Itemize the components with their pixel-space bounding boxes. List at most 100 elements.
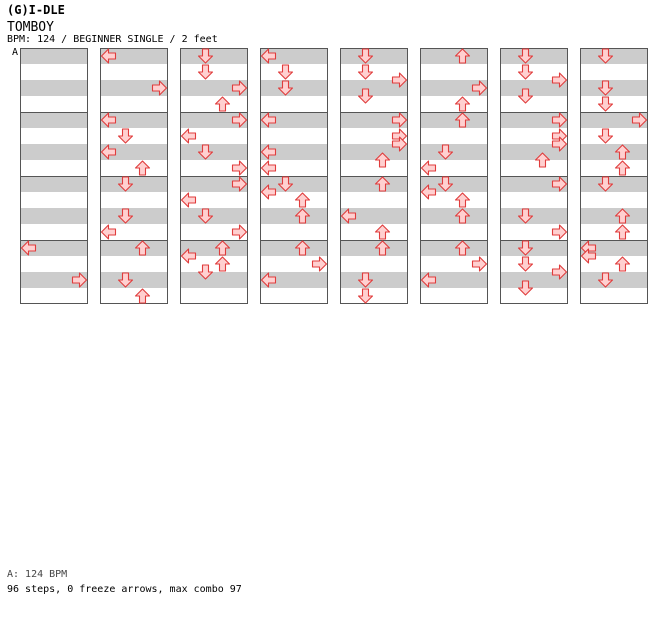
beat-stripe bbox=[180, 80, 248, 96]
step-arrow-up bbox=[374, 152, 391, 168]
step-arrow-up bbox=[214, 240, 231, 256]
artist-name: (G)I-DLE bbox=[7, 3, 65, 17]
beat-stripe bbox=[500, 272, 568, 288]
step-arrow-right bbox=[551, 112, 568, 128]
beat-stripe bbox=[180, 176, 248, 192]
step-arrow-up bbox=[614, 208, 631, 224]
beat-stripe bbox=[180, 144, 248, 160]
step-arrow-up bbox=[614, 144, 631, 160]
step-arrow-down bbox=[357, 272, 374, 288]
step-arrow-left bbox=[20, 240, 37, 256]
chart-info: BPM: 124 / BEGINNER SINGLE / 2 feet bbox=[7, 34, 218, 45]
beat-stripe bbox=[20, 208, 88, 224]
beat-stripe bbox=[260, 80, 328, 96]
step-arrow-left bbox=[100, 112, 117, 128]
beat-stripe bbox=[420, 80, 488, 96]
step-arrow-down bbox=[357, 288, 374, 304]
beat-stripe bbox=[260, 144, 328, 160]
step-arrow-down bbox=[197, 48, 214, 64]
beat-stripe bbox=[500, 80, 568, 96]
step-arrow-down bbox=[277, 64, 294, 80]
step-arrow-left bbox=[420, 160, 437, 176]
chart-column-border bbox=[180, 48, 248, 304]
step-arrow-left bbox=[260, 160, 277, 176]
step-arrow-up bbox=[374, 176, 391, 192]
step-arrow-left bbox=[420, 184, 437, 200]
step-arrow-down bbox=[437, 176, 454, 192]
beat-stripe bbox=[340, 176, 408, 192]
beat-stripe bbox=[180, 272, 248, 288]
step-arrow-down bbox=[117, 272, 134, 288]
chart-column-border bbox=[100, 48, 168, 304]
step-arrow-down bbox=[117, 176, 134, 192]
step-arrow-right bbox=[551, 264, 568, 280]
step-arrow-down bbox=[277, 80, 294, 96]
step-arrow-up bbox=[214, 256, 231, 272]
bpm-segment-marker: A bbox=[12, 47, 19, 58]
step-arrow-left bbox=[340, 208, 357, 224]
beat-stripe bbox=[580, 208, 648, 224]
step-arrow-up bbox=[374, 224, 391, 240]
beat-stripe bbox=[100, 272, 168, 288]
step-arrow-right bbox=[311, 256, 328, 272]
step-arrow-up bbox=[294, 192, 311, 208]
beat-stripe bbox=[100, 144, 168, 160]
beat-stripe bbox=[340, 112, 408, 128]
step-arrow-left bbox=[580, 248, 597, 264]
step-arrow-down bbox=[597, 80, 614, 96]
chart-column-border bbox=[260, 48, 328, 304]
step-arrow-right bbox=[151, 80, 168, 96]
step-arrow-left bbox=[100, 224, 117, 240]
step-arrow-left bbox=[260, 144, 277, 160]
beat-stripe bbox=[420, 112, 488, 128]
step-arrow-right bbox=[551, 224, 568, 240]
beat-stripe bbox=[260, 48, 328, 64]
step-arrow-up bbox=[534, 152, 551, 168]
step-arrow-right bbox=[551, 72, 568, 88]
step-arrow-right bbox=[551, 176, 568, 192]
beat-stripe bbox=[420, 48, 488, 64]
chart-column-border bbox=[20, 48, 88, 304]
step-arrow-up bbox=[454, 96, 471, 112]
beat-stripe bbox=[20, 80, 88, 96]
beat-stripe bbox=[420, 176, 488, 192]
song-title: TOMBOY bbox=[7, 20, 54, 35]
step-arrow-up bbox=[134, 160, 151, 176]
chart-column-border bbox=[500, 48, 568, 304]
step-arrow-right bbox=[71, 272, 88, 288]
step-arrow-down bbox=[517, 48, 534, 64]
beat-stripe bbox=[420, 144, 488, 160]
beat-stripe bbox=[420, 240, 488, 256]
beat-stripe bbox=[20, 144, 88, 160]
step-arrow-down bbox=[517, 208, 534, 224]
step-arrow-down bbox=[597, 96, 614, 112]
beat-stripe bbox=[180, 208, 248, 224]
step-arrow-right bbox=[471, 80, 488, 96]
step-arrow-left bbox=[260, 48, 277, 64]
step-arrow-left bbox=[100, 144, 117, 160]
step-arrow-right bbox=[391, 72, 408, 88]
beat-stripe bbox=[180, 48, 248, 64]
beat-stripe bbox=[100, 112, 168, 128]
step-arrow-down bbox=[357, 48, 374, 64]
beat-stripe bbox=[500, 240, 568, 256]
beat-stripe bbox=[260, 208, 328, 224]
step-arrow-right bbox=[231, 224, 248, 240]
step-arrow-right bbox=[631, 112, 648, 128]
chart-stats: 96 steps, 0 freeze arrows, max combo 97 bbox=[7, 584, 242, 595]
step-arrow-right bbox=[391, 136, 408, 152]
beat-stripe bbox=[500, 176, 568, 192]
step-arrow-left bbox=[420, 272, 437, 288]
step-arrow-up bbox=[214, 96, 231, 112]
beat-stripe bbox=[580, 272, 648, 288]
beat-stripe bbox=[20, 240, 88, 256]
beat-stripe bbox=[100, 176, 168, 192]
step-arrow-left bbox=[180, 248, 197, 264]
step-arrow-right bbox=[231, 112, 248, 128]
step-arrow-down bbox=[597, 48, 614, 64]
beat-stripe bbox=[340, 240, 408, 256]
step-arrow-down bbox=[117, 208, 134, 224]
step-arrow-down bbox=[517, 64, 534, 80]
chart-column-border bbox=[580, 48, 648, 304]
